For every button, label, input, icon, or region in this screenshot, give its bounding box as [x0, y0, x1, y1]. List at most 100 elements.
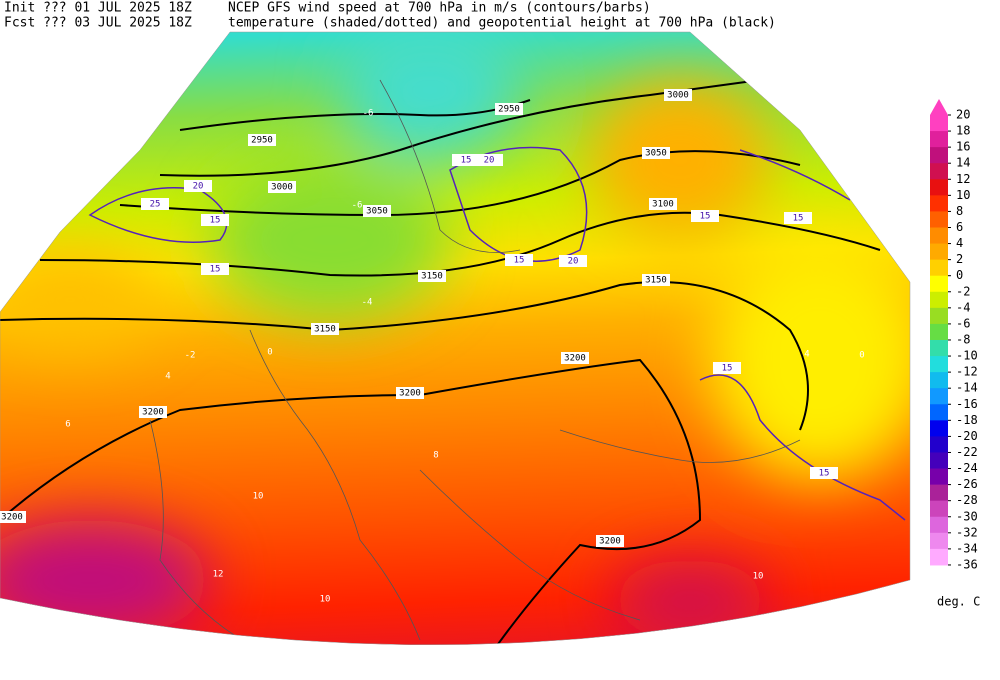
- colorbar-label: -34: [956, 541, 978, 555]
- temperature-label: -6: [352, 201, 363, 211]
- colorbar-label: 12: [956, 172, 970, 186]
- height-label: 3200: [399, 389, 421, 399]
- title-line: NCEP GFS wind speed at 700 hPa in m/s (c…: [228, 1, 651, 16]
- wind-label: 20: [193, 182, 204, 192]
- height-label-bg: [495, 103, 523, 115]
- temperature-label: 10: [320, 595, 331, 605]
- temperature-label: 12: [213, 570, 224, 580]
- wind-label-bg: [141, 198, 169, 210]
- colorbar-band: [930, 323, 948, 341]
- height-label: 3150: [645, 276, 667, 286]
- height-label-bg: [664, 89, 692, 101]
- height-label: 3150: [421, 272, 443, 282]
- colorbar-band: [930, 195, 948, 212]
- colorbar-band: [930, 115, 948, 132]
- height-label-bg: [561, 352, 589, 364]
- temperature-label: -6: [363, 109, 374, 119]
- colorbar-band: [930, 356, 948, 373]
- temperature-label: 4: [804, 350, 809, 360]
- temperature-label: 10: [753, 572, 764, 582]
- colorbar-band: [930, 532, 948, 550]
- colorbar-label: 14: [956, 156, 970, 170]
- wind-label: 15: [210, 265, 221, 275]
- wind-label-bg: [784, 212, 812, 224]
- colorbar-band: [930, 516, 948, 534]
- wind-label: 15: [819, 469, 830, 479]
- colorbar-band: [930, 131, 948, 148]
- temperature-label: 0: [267, 348, 272, 358]
- wind-label-bg: [201, 214, 229, 226]
- colorbar-label: 6: [956, 220, 963, 234]
- wind-label: 20: [568, 257, 579, 267]
- colorbar-label: -6: [956, 316, 970, 330]
- wind-label-bg: [184, 180, 212, 192]
- colorbar-band: [930, 500, 948, 518]
- height-label: 3050: [645, 149, 667, 159]
- colorbar-band: [930, 420, 948, 437]
- height-label: 3100: [652, 200, 674, 210]
- height-label-bg: [0, 511, 26, 523]
- wind-label: 15: [700, 212, 711, 222]
- colorbar-band: [930, 147, 948, 164]
- wind-label-bg: [691, 210, 719, 222]
- colorbar-label: -22: [956, 445, 978, 459]
- colorbar-band: [930, 388, 948, 405]
- height-label-bg: [311, 323, 339, 335]
- colorbar-label: 18: [956, 124, 970, 138]
- colorbar-label: 10: [956, 188, 970, 202]
- wind-label-bg: [452, 154, 480, 166]
- colorbar-band: [930, 275, 948, 293]
- height-label: 2950: [251, 136, 273, 146]
- temperature-label: 4: [165, 372, 170, 382]
- colorbar-label: -14: [956, 381, 978, 395]
- colorbar-label: 4: [956, 236, 963, 250]
- height-label-bg: [268, 181, 296, 193]
- colorbar-label: -30: [956, 509, 978, 523]
- forecast-time: Fcst ??? 03 JUL 2025 18Z: [4, 16, 192, 31]
- header-bg: [0, 0, 1000, 30]
- title-line: temperature (shaded/dotted) and geopoten…: [228, 16, 776, 31]
- temperature-label: 10: [253, 492, 264, 502]
- temperature-label: 8: [433, 451, 438, 461]
- wind-label: 15: [210, 216, 221, 226]
- colorbar-arrow: [930, 99, 948, 115]
- height-contours: [0, 79, 881, 645]
- colorbar-band: [930, 243, 948, 261]
- height-label: 3150: [314, 325, 336, 335]
- coastlines: [149, 79, 801, 645]
- height-label: 3000: [667, 91, 689, 101]
- init-time: Init ??? 01 JUL 2025 18Z: [4, 1, 192, 16]
- colorbar-band: [930, 259, 948, 277]
- colorbar-label: -36: [956, 557, 978, 571]
- temperature-label: -4: [362, 298, 373, 308]
- wind-label: 25: [150, 200, 161, 210]
- height-label: 3200: [1, 513, 23, 523]
- colorbar-label: -32: [956, 525, 978, 539]
- colorbar-band: [930, 404, 948, 421]
- height-label: 3200: [599, 537, 621, 547]
- colorbar-label: -20: [956, 429, 978, 443]
- wind-label-bg: [559, 255, 587, 267]
- height-label: 3200: [142, 408, 164, 418]
- height-label-bg: [642, 274, 670, 286]
- height-label-bg: [642, 147, 670, 159]
- colorbar-label: -4: [956, 300, 970, 314]
- colorbar-label: -26: [956, 477, 978, 491]
- colorbar-band: [930, 163, 948, 180]
- height-label-bg: [248, 134, 276, 146]
- height-label: 2950: [498, 105, 520, 115]
- height-label: 3200: [564, 354, 586, 364]
- colorbar-band: [930, 227, 948, 245]
- colorbar-label: -10: [956, 349, 978, 363]
- height-label-bg: [418, 270, 446, 282]
- colorbar-label: -28: [956, 493, 978, 507]
- temperature-label: 6: [65, 420, 70, 430]
- colorbar-band: [930, 436, 948, 453]
- colorbar-label: 0: [956, 268, 963, 282]
- height-label-bg: [363, 205, 391, 217]
- colorbar-band: [930, 339, 948, 357]
- map-frame: [0, 31, 911, 646]
- colorbar-label: 20: [956, 108, 970, 122]
- colorbar-band: [930, 468, 948, 486]
